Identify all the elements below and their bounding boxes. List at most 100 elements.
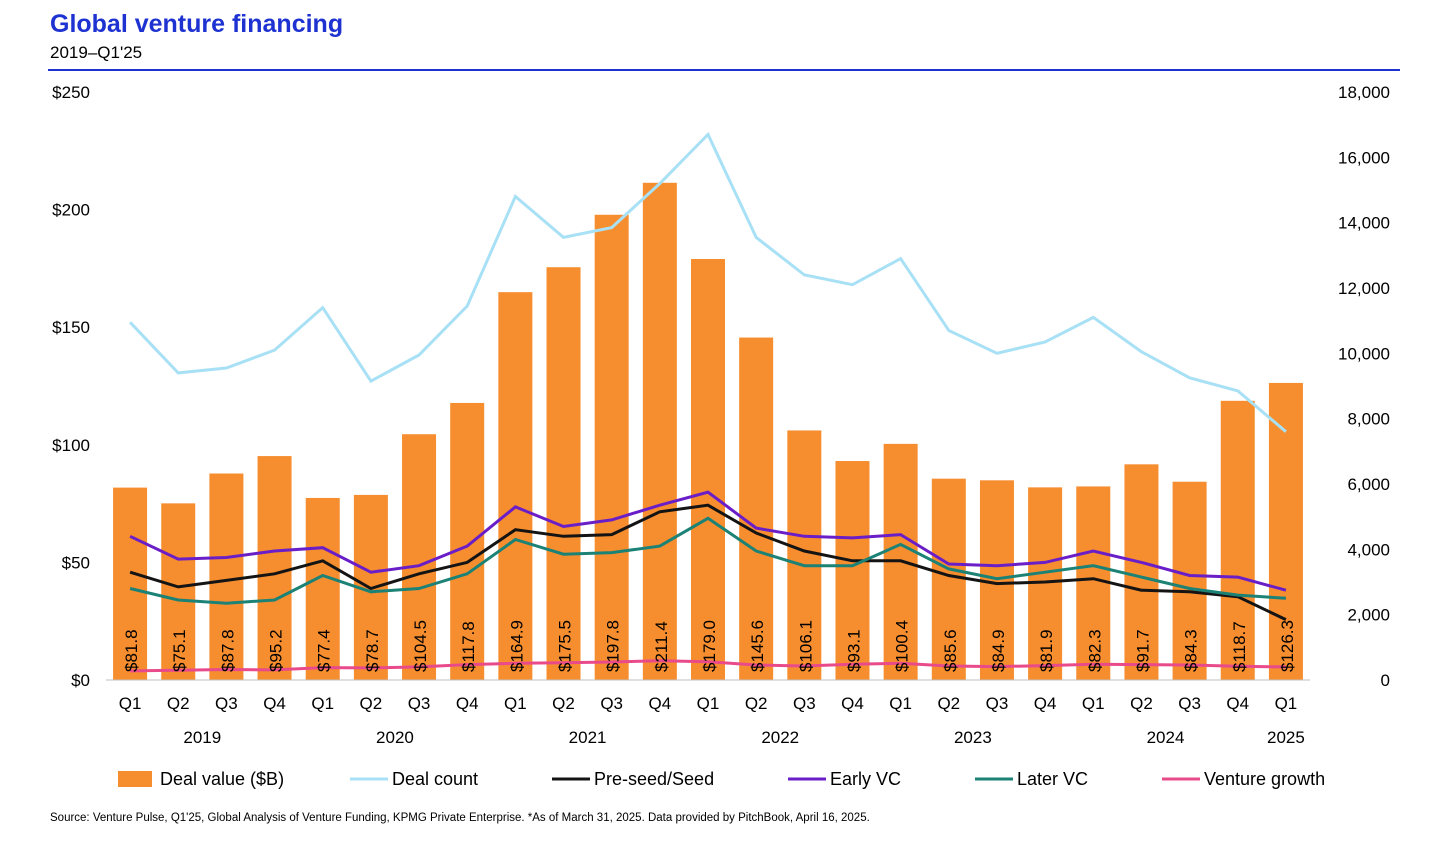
chart-subtitle: 2019–Q1'25: [50, 43, 143, 62]
y-right-tick-label: 10,000: [1338, 344, 1390, 363]
bar-value-label: $106.1: [796, 620, 815, 672]
y-left-tick-label: $50: [62, 553, 90, 572]
bar-deal-value: [787, 430, 822, 680]
bar-value-label: $179.0: [700, 620, 719, 672]
y-left-tick-label: $0: [71, 671, 90, 690]
bar-deal-value: [1220, 400, 1255, 680]
bar-deal-value: [691, 258, 725, 680]
legend-label: Later VC: [1017, 769, 1088, 789]
bar-deal-value: [546, 267, 581, 680]
x-tick-label: Q4: [648, 694, 671, 713]
venture-financing-chart: $0 $50 $100 $150 $200 $250 0 2,000 4,000 6,000 8,0…: [52, 83, 1390, 789]
bar-value-label: $211.4: [652, 621, 671, 672]
bar-value-label: $100.4: [893, 620, 912, 672]
y-left-tick-label: $150: [52, 318, 90, 337]
x-tick-label: Q2: [937, 694, 960, 713]
line-deal-count: [129, 131, 1287, 433]
y-right-tick-label: 8,000: [1347, 410, 1390, 429]
bar-value-label: $126.3: [1278, 620, 1297, 672]
legend-label: Pre-seed/Seed: [594, 769, 714, 789]
y-right-tick-label: 4,000: [1347, 540, 1390, 559]
bar-value-label: $104.5: [411, 620, 430, 672]
x-tick-label: Q3: [215, 694, 238, 713]
x-tick-label: Q1: [119, 694, 142, 713]
x-tick-label: Q3: [600, 694, 623, 713]
legend-label: Deal count: [392, 769, 478, 789]
bar-deal-value: [594, 214, 629, 680]
y-right-tick-label: 12,000: [1338, 279, 1390, 298]
bar-deal-value: [835, 461, 870, 680]
x-tick-label: Q2: [745, 694, 768, 713]
bar-deal-value: [1124, 464, 1159, 680]
bar-value-label: $197.8: [604, 620, 623, 672]
legend-label: Venture growth: [1204, 769, 1325, 789]
legend-label: Deal value ($B): [160, 769, 284, 789]
bar-value-label: $84.3: [1182, 629, 1201, 672]
legend-label: Early VC: [830, 769, 901, 789]
y-left-tick-label: $100: [52, 436, 90, 455]
x-tick-label: Q2: [552, 694, 575, 713]
bar-value-label: $75.1: [170, 629, 189, 672]
chart-title: Global venture financing: [50, 10, 344, 38]
x-tick-label: Q1: [889, 694, 912, 713]
x-tick-label: Q3: [793, 694, 816, 713]
bar-deal-value: [1172, 481, 1207, 680]
bar-value-label: $81.9: [1037, 629, 1056, 672]
title-divider: [48, 69, 1400, 71]
source-note: Source: Venture Pulse, Q1'25, Global Ana…: [50, 812, 870, 824]
y-right-tick-label: 0: [1381, 671, 1390, 690]
x-tick-label: Q3: [1178, 694, 1201, 713]
bar-value-label: $175.5: [556, 620, 575, 672]
x-tick-label: Q1: [1275, 694, 1298, 713]
bar-value-label: $117.8: [459, 621, 478, 672]
bar-deal-value: [1268, 382, 1303, 680]
x-year-label: 2020: [376, 728, 414, 747]
bar-deal-value: [498, 292, 533, 680]
x-year-label: 2021: [569, 728, 607, 747]
x-tick-label: Q4: [841, 694, 864, 713]
y-right-tick-label: 16,000: [1338, 148, 1390, 167]
bar-deal-value: [305, 497, 340, 680]
bar-value-label: $82.3: [1085, 629, 1104, 672]
bar-value-label: $95.2: [267, 629, 286, 672]
bar-deal-value: [161, 503, 196, 680]
line-pre-seed-seed: [129, 503, 1287, 621]
x-tick-label: Q2: [360, 694, 383, 713]
x-year-label: 2022: [761, 728, 799, 747]
x-year-label: 2023: [954, 728, 992, 747]
x-tick-label: Q4: [1226, 694, 1249, 713]
bar-value-label: $145.6: [748, 620, 767, 672]
x-tick-label: Q1: [311, 694, 334, 713]
bar-value-label: $78.7: [363, 629, 382, 672]
y-right-tick-label: 14,000: [1338, 214, 1390, 233]
line-venture-growth: [130, 659, 1286, 673]
x-year-label: 2019: [183, 728, 221, 747]
x-year-label: 2024: [1147, 728, 1185, 747]
x-tick-label: Q3: [986, 694, 1009, 713]
bar-value-label: $91.7: [1133, 629, 1152, 672]
x-tick-label: Q4: [1034, 694, 1057, 713]
bar-deal-value: [931, 478, 966, 680]
bar-deal-value: [1076, 486, 1111, 680]
x-tick-label: Q1: [1082, 694, 1105, 713]
line-later-vc: [129, 516, 1286, 605]
line-early-vc: [129, 490, 1287, 592]
bar-value-label: $87.8: [218, 629, 237, 672]
y-right-tick-label: 18,000: [1338, 83, 1390, 102]
x-tick-label: Q3: [408, 694, 431, 713]
y-left-tick-label: $200: [52, 201, 90, 220]
bar-value-label: $118.7: [1230, 621, 1249, 672]
y-right-tick-label: 2,000: [1347, 606, 1390, 625]
bar-value-label: $93.1: [844, 629, 863, 672]
legend-swatch-deal-value: [118, 771, 152, 787]
bar-deal-value: [113, 487, 148, 680]
bar-value-label: $164.9: [507, 620, 526, 672]
x-tick-label: Q1: [504, 694, 527, 713]
bar-value-label: $77.4: [315, 629, 334, 672]
x-tick-label: Q2: [1130, 694, 1153, 713]
bar-value-label: $85.6: [941, 629, 960, 672]
x-tick-label: Q4: [456, 694, 479, 713]
bar-value-label: $81.8: [122, 629, 141, 672]
x-tick-label: Q2: [167, 694, 190, 713]
bar-deal-value: [739, 337, 774, 680]
